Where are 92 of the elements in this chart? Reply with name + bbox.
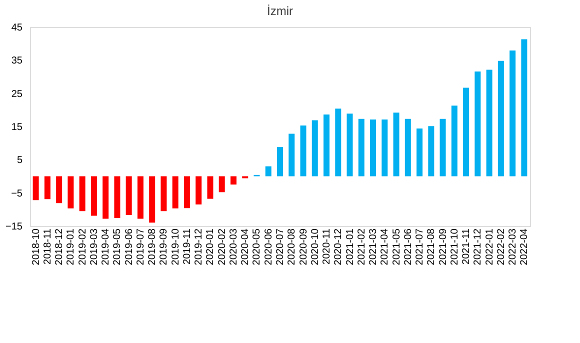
- bar: [474, 71, 481, 176]
- x-tick-label: 2021-09: [438, 228, 449, 266]
- x-tick-label: 2021-12: [472, 228, 484, 266]
- bar: [521, 39, 528, 176]
- x-tick-label: 2020-06: [263, 228, 274, 266]
- bar: [300, 126, 306, 176]
- bar: [324, 114, 330, 176]
- x-tick-label: 2019-06: [124, 228, 135, 266]
- x-tick-label: 2019-09: [158, 228, 170, 266]
- x-tick-label: 2021-05: [391, 228, 402, 266]
- bar: [44, 176, 50, 200]
- bar: [114, 176, 120, 218]
- bar: [265, 166, 272, 176]
- bar: [486, 70, 492, 176]
- bar: [404, 118, 411, 176]
- bar: [370, 120, 376, 176]
- x-tick-label: 2021-01: [344, 228, 356, 266]
- x-tick-label: 2019-04: [100, 228, 112, 266]
- bar: [382, 120, 388, 176]
- bar: [277, 147, 283, 176]
- x-tick-label: 2019-03: [88, 228, 100, 266]
- bar: [428, 126, 434, 176]
- bar: [335, 108, 342, 176]
- x-tick-label: 2020-01: [205, 228, 216, 266]
- x-tick-label: 2018-12: [54, 228, 66, 266]
- bar: [346, 114, 353, 176]
- bar: [312, 120, 318, 176]
- y-tick-label: 15: [11, 122, 23, 133]
- x-tick-label: 2020-05: [252, 228, 263, 266]
- y-tick-label: 45: [11, 22, 23, 34]
- x-tick-label: 2019-10: [170, 228, 182, 266]
- x-tick-label: 2019-11: [182, 228, 193, 264]
- y-tick-label: −5: [11, 188, 23, 200]
- y-tick-label: 5: [16, 155, 23, 166]
- x-tick-label: 2021-08: [426, 228, 438, 266]
- x-tick-label: 2022-02: [496, 228, 507, 266]
- x-tick-label: 2020-07: [275, 228, 286, 266]
- bar: [90, 176, 97, 216]
- bar: [126, 176, 132, 216]
- x-tick-label: 2021-10: [449, 228, 460, 266]
- y-tick-label: 35: [11, 56, 23, 67]
- bar: [68, 176, 74, 208]
- x-tick-label: 2021-11: [461, 228, 472, 264]
- bar: [451, 106, 458, 176]
- x-tick-label: 2019-12: [194, 228, 205, 266]
- x-tick-label: 2022-03: [508, 228, 519, 266]
- x-tick-label: 2022-04: [519, 228, 530, 266]
- x-tick-label: 2020-03: [228, 228, 240, 266]
- x-tick-label: 2021-03: [368, 228, 380, 266]
- x-tick-label: 2020-08: [286, 228, 298, 266]
- bar: [196, 176, 202, 204]
- bar: [160, 176, 167, 212]
- x-tick-label: 2020-10: [310, 228, 321, 266]
- x-tick-label: 2019-05: [112, 228, 124, 266]
- bar: [172, 176, 178, 208]
- x-tick-label: 2020-09: [298, 228, 310, 266]
- x-tick-label: 2021-02: [356, 228, 368, 266]
- bar: [149, 176, 156, 223]
- x-tick-label: 2018-11: [42, 228, 54, 264]
- chart-title: İzmir: [267, 4, 293, 18]
- x-tick-label: 2021-07: [414, 228, 426, 266]
- x-tick-label: 2020-04: [240, 228, 252, 266]
- bar: [32, 176, 39, 200]
- bar: [56, 176, 62, 204]
- x-tick-label: 2019-08: [147, 228, 158, 266]
- bar: [218, 176, 225, 192]
- bar: [510, 50, 516, 176]
- x-tick-label: 2020-02: [216, 228, 228, 266]
- x-tick-label: 2018-10: [30, 228, 42, 266]
- x-tick-label: 2022-01: [484, 228, 496, 266]
- bar: [102, 176, 109, 219]
- y-tick-label: 25: [11, 88, 23, 100]
- bar: [288, 134, 295, 176]
- bar: [207, 176, 214, 199]
- bar: [393, 112, 400, 176]
- x-tick-label: 2020-11: [322, 228, 333, 264]
- bar: [440, 118, 446, 176]
- bar: [79, 176, 86, 212]
- bar: [498, 60, 504, 176]
- y-tick-label: −15: [6, 222, 23, 232]
- bar: [416, 128, 423, 176]
- bar: [463, 88, 470, 176]
- x-tick-label: 2021-04: [380, 228, 391, 266]
- bar: [230, 176, 236, 185]
- bar: [137, 176, 144, 219]
- x-tick-label: 2019-02: [77, 228, 88, 266]
- x-tick-label: 2019-01: [66, 228, 77, 266]
- x-tick-label: 2019-07: [135, 228, 146, 266]
- x-tick-label: 2021-06: [402, 228, 414, 266]
- x-tick-label: 2020-12: [333, 228, 344, 266]
- bar: [184, 176, 190, 208]
- bar: [358, 118, 364, 176]
